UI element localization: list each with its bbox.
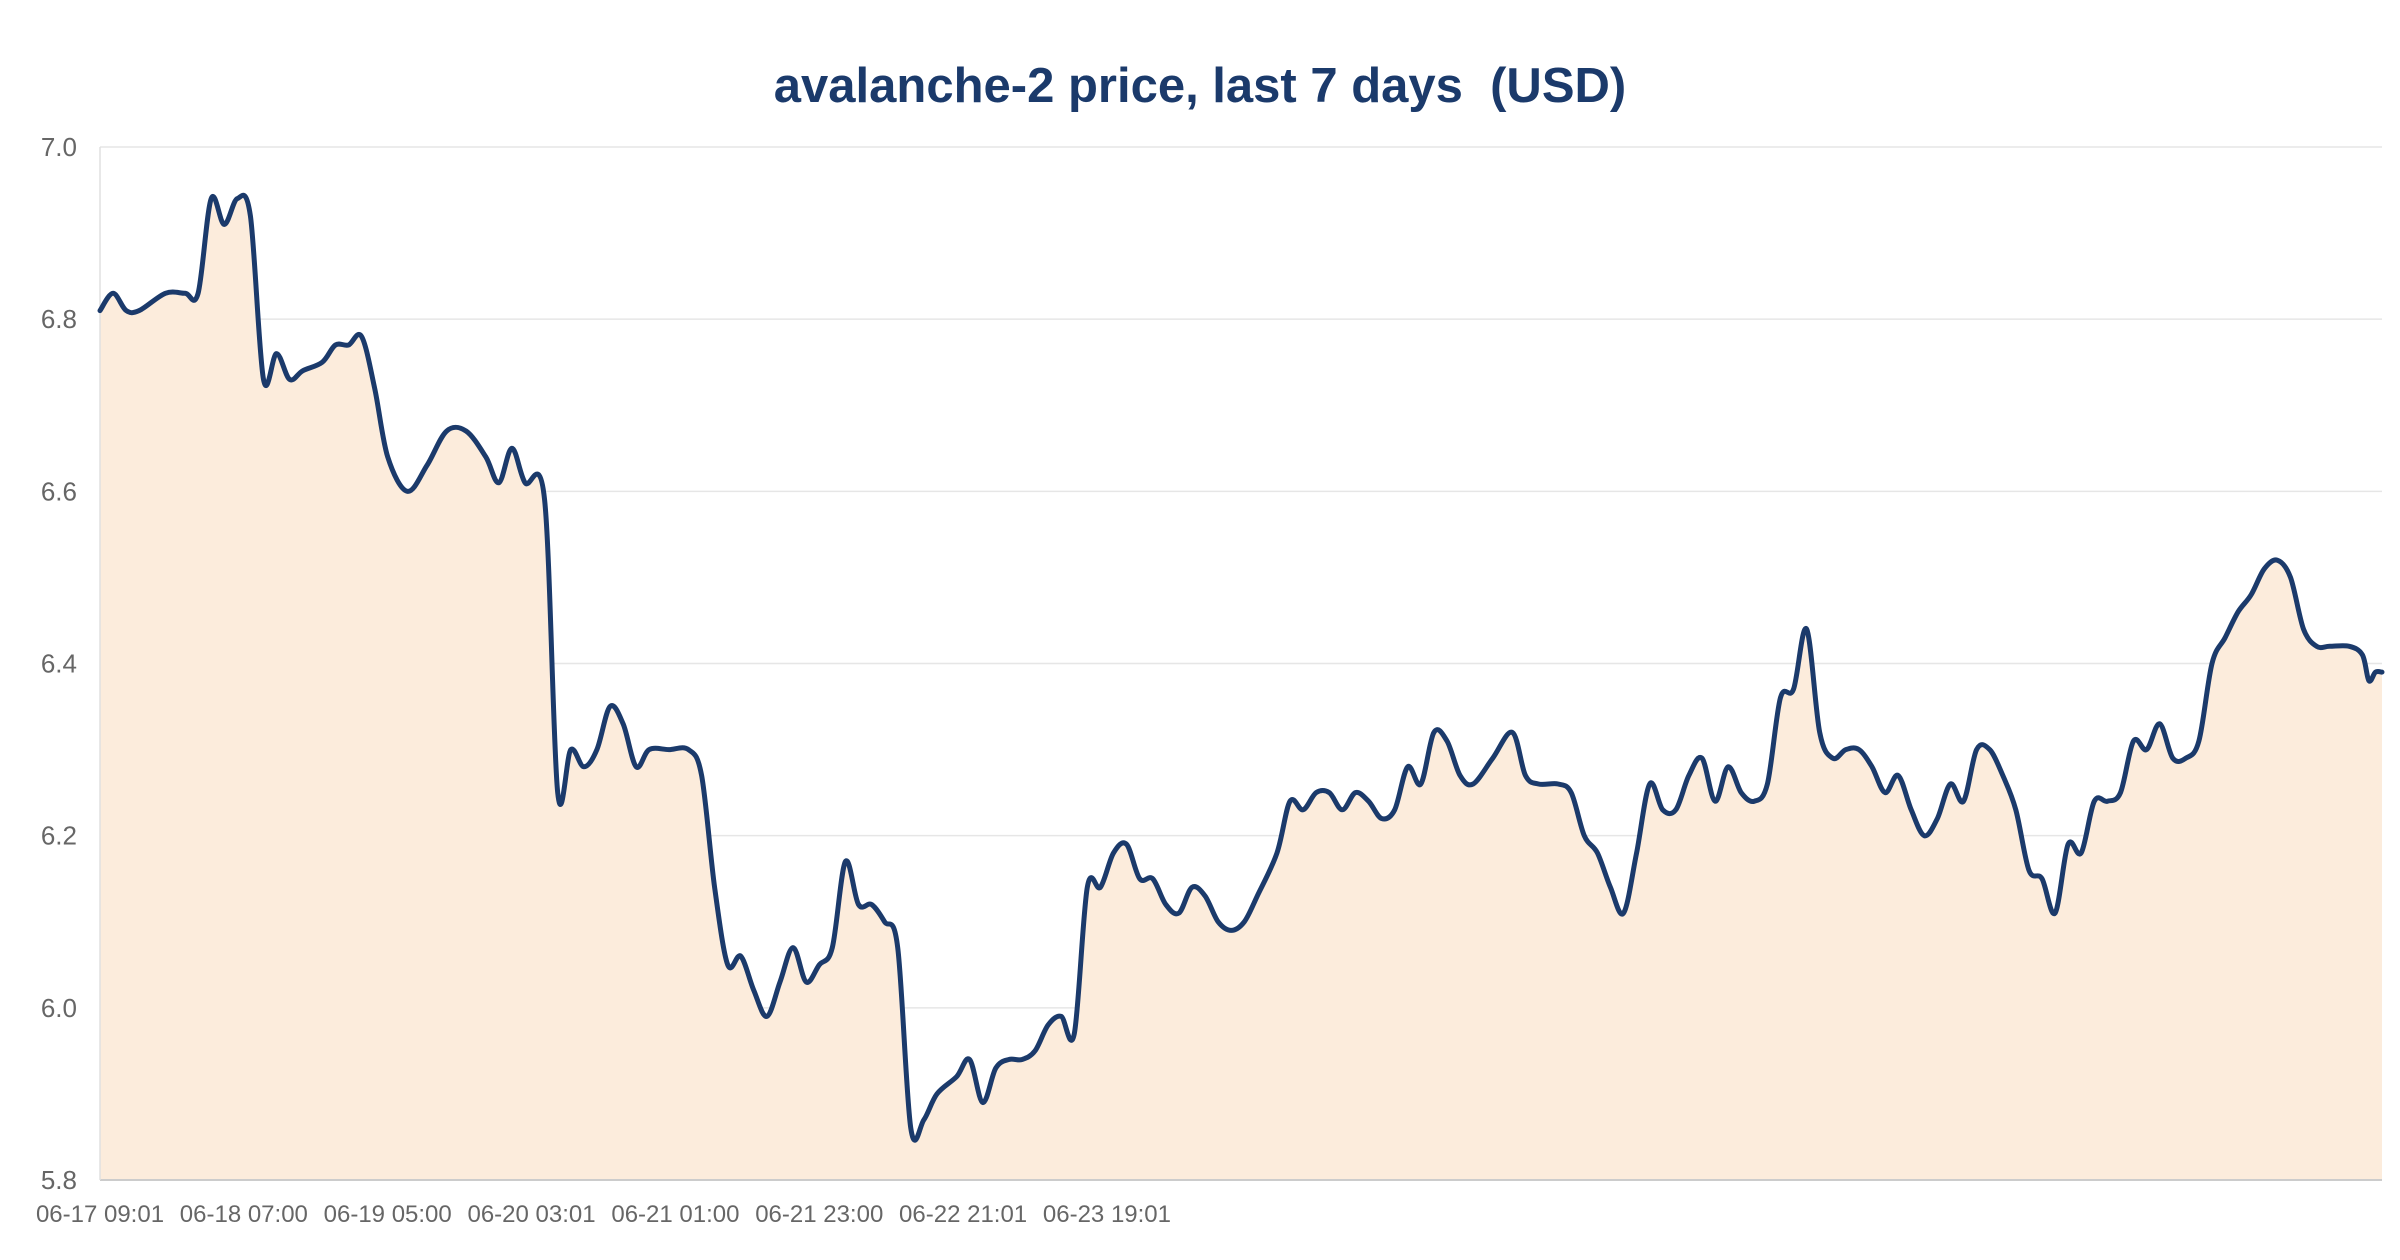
price-area-fill [100, 195, 2382, 1180]
y-tick-label: 6.2 [41, 821, 77, 851]
y-tick-label: 5.8 [41, 1165, 77, 1195]
x-tick-label: 06-21 01:00 [611, 1201, 739, 1228]
y-tick-label: 6.4 [41, 649, 77, 679]
x-tick-label: 06-17 09:01 [36, 1201, 164, 1228]
x-tick-label: 06-22 21:01 [899, 1201, 1027, 1228]
y-axis-ticks: 7.0 6.8 6.6 6.4 6.2 6.0 5.8 [41, 132, 77, 1195]
x-axis-ticks: 06-17 09:01 06-18 07:00 06-19 05:00 06-20 0… [36, 1201, 1171, 1228]
y-tick-label: 7.0 [41, 132, 77, 162]
x-tick-label: 06-23 19:01 [1043, 1201, 1171, 1228]
x-tick-label: 06-19 05:00 [324, 1201, 452, 1228]
x-tick-label: 06-20 03:01 [467, 1201, 595, 1228]
y-tick-label: 6.8 [41, 304, 77, 334]
x-tick-label: 06-18 07:00 [180, 1201, 308, 1228]
y-tick-label: 6.6 [41, 476, 77, 506]
x-tick-label: 06-21 23:00 [755, 1201, 883, 1228]
y-tick-label: 6.0 [41, 993, 77, 1023]
